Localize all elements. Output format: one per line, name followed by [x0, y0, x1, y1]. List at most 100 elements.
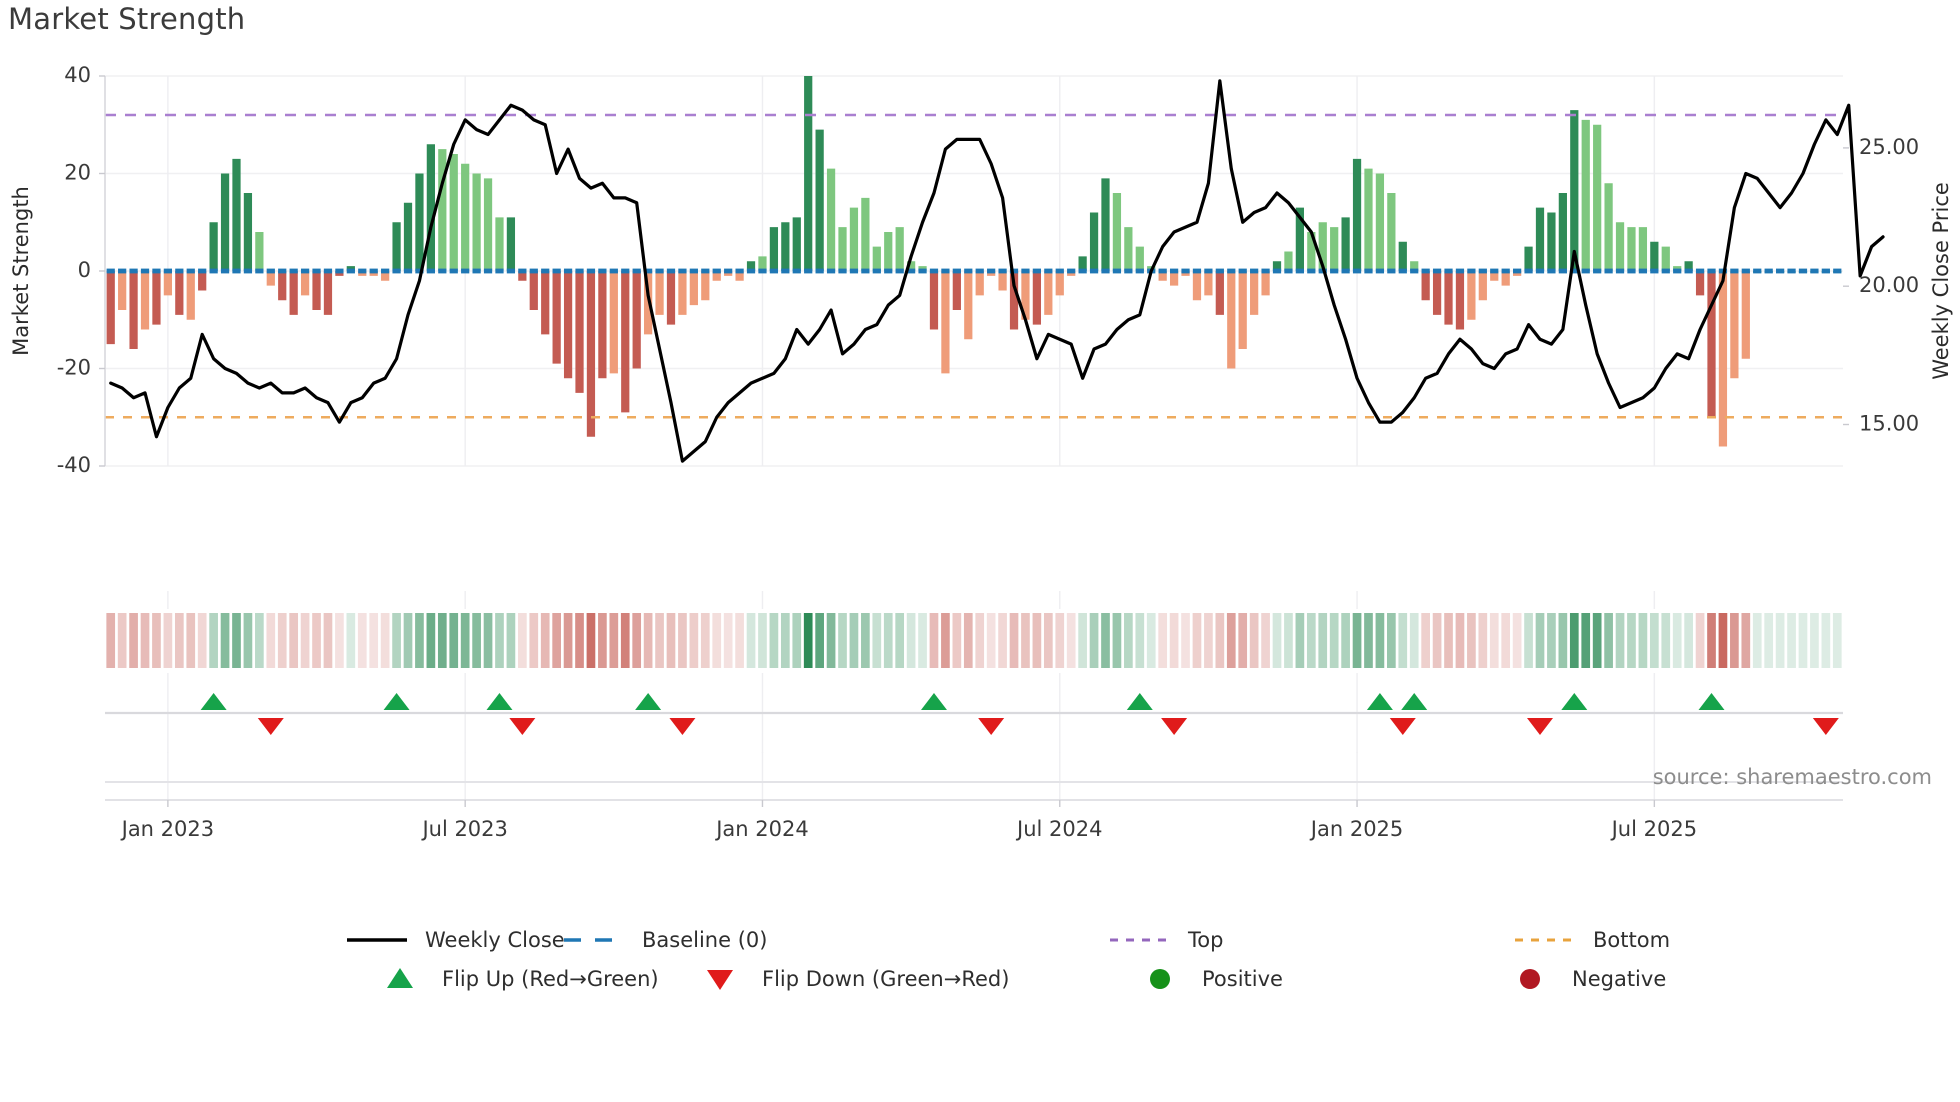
heatmap-cell [449, 613, 459, 668]
heatmap-cell [117, 613, 127, 668]
baseline-dash [849, 268, 859, 274]
strength-bar [1009, 271, 1019, 330]
heatmap-cell [1261, 613, 1270, 668]
baseline-dash [598, 268, 607, 274]
strength-bar [724, 271, 733, 276]
baseline-dash [1695, 268, 1705, 274]
heatmap-cell [998, 613, 1007, 668]
baseline-dash [655, 268, 664, 274]
legend-item[interactable]: Positive [1150, 967, 1283, 991]
strength-bar [1615, 222, 1625, 271]
right-axis-tick-label: 15.00 [1859, 412, 1919, 436]
strength-bar [1707, 271, 1716, 418]
heatmap-cell [1455, 613, 1465, 668]
baseline-dash [1364, 268, 1373, 274]
baseline-dash [1055, 268, 1064, 274]
baseline-dash [1204, 268, 1213, 274]
strength-bar [666, 271, 676, 325]
baseline-dash [426, 268, 435, 274]
legend-item[interactable]: Flip Up (Red→Green) [387, 967, 659, 991]
weekly-close-line [109, 79, 1885, 463]
heatmap-cell [1135, 613, 1145, 668]
baseline-dash [746, 268, 756, 274]
strength-bar [575, 271, 584, 393]
heatmap-cell [1169, 613, 1179, 668]
strength-bar [1169, 271, 1179, 286]
strength-bar [1627, 227, 1636, 271]
strength-bar [1215, 271, 1224, 315]
legend-item[interactable]: Negative [1520, 967, 1666, 991]
baseline-dash [701, 268, 710, 274]
strength-bar [689, 271, 698, 306]
heatmap-cell [1695, 613, 1705, 668]
baseline-dash [1295, 268, 1304, 274]
baseline-dash [1421, 268, 1430, 274]
baseline-dash [1101, 268, 1110, 274]
heatmap-cell [1775, 613, 1785, 668]
legend-item[interactable]: Top [1110, 928, 1223, 952]
heatmap-cell [277, 613, 287, 668]
baseline-dash [118, 268, 127, 274]
baseline-dash [346, 268, 355, 274]
strength-bar [198, 271, 207, 291]
heatmap-cell [392, 613, 401, 668]
legend-item[interactable]: Weekly Close [347, 928, 565, 952]
strength-bar [838, 227, 847, 271]
strength-bar [1204, 271, 1213, 296]
baseline-dash [632, 268, 641, 274]
strength-bar [1352, 158, 1362, 271]
baseline-dash [609, 268, 618, 274]
flip-up-marker [200, 693, 227, 710]
strength-bar [1055, 271, 1064, 296]
strength-bar [1135, 246, 1144, 271]
legend-item[interactable]: Baseline (0) [564, 928, 767, 952]
legend-item-label: Baseline (0) [642, 928, 767, 952]
flip-down-marker [1526, 718, 1553, 735]
heatmap-cell [1181, 613, 1190, 668]
heatmap-cell [632, 613, 642, 668]
heatmap-cell [1798, 613, 1808, 668]
strength-bar [987, 271, 996, 276]
heatmap-cell [1832, 613, 1842, 668]
heatmap-cell [700, 613, 710, 668]
strength-bar [152, 271, 161, 325]
strength-bar [1375, 173, 1385, 271]
heatmap-cell [1432, 613, 1442, 668]
strength-bar [804, 76, 813, 271]
heatmap-cell [266, 613, 276, 668]
legend-item[interactable]: Flip Down (Green→Red) [707, 967, 1009, 991]
legend-item-label: Flip Down (Green→Red) [762, 967, 1009, 991]
heatmap-cell [220, 613, 230, 668]
heatmap-cell [712, 613, 722, 668]
baseline-dash [769, 268, 779, 274]
heatmap-cell [803, 613, 813, 668]
heatmap-cell [1364, 613, 1373, 668]
baseline-dash [529, 268, 538, 274]
heatmap-cell [197, 613, 207, 668]
strength-bar [300, 271, 310, 296]
baseline-dash [1764, 268, 1773, 274]
heatmap-cell [1124, 613, 1133, 668]
baseline-dash [838, 268, 847, 274]
heatmap-cell [1421, 613, 1430, 668]
baseline-dash [1558, 268, 1567, 274]
legend-item[interactable]: Bottom [1515, 928, 1670, 952]
heatmap-cell [1810, 613, 1819, 668]
baseline-dash [243, 268, 253, 274]
baseline-dash [1798, 268, 1808, 274]
heatmap-cell [563, 613, 573, 668]
baseline-dash [392, 268, 401, 274]
legend-layer: Weekly Close Baseline (0) Top Bottom Flip Up… [347, 928, 1670, 991]
heatmap-cell [529, 613, 539, 668]
heatmap-cell [952, 613, 962, 668]
baseline-dash [1741, 268, 1750, 274]
heatmap-cell [300, 613, 310, 668]
baseline-dash [472, 268, 481, 274]
strength-bar [1661, 246, 1670, 271]
heatmap-cell [483, 613, 493, 668]
baseline-dash [1730, 268, 1739, 274]
baseline-dash [1398, 268, 1407, 274]
heatmap-cell [575, 613, 584, 668]
baseline-dash [1787, 268, 1796, 274]
